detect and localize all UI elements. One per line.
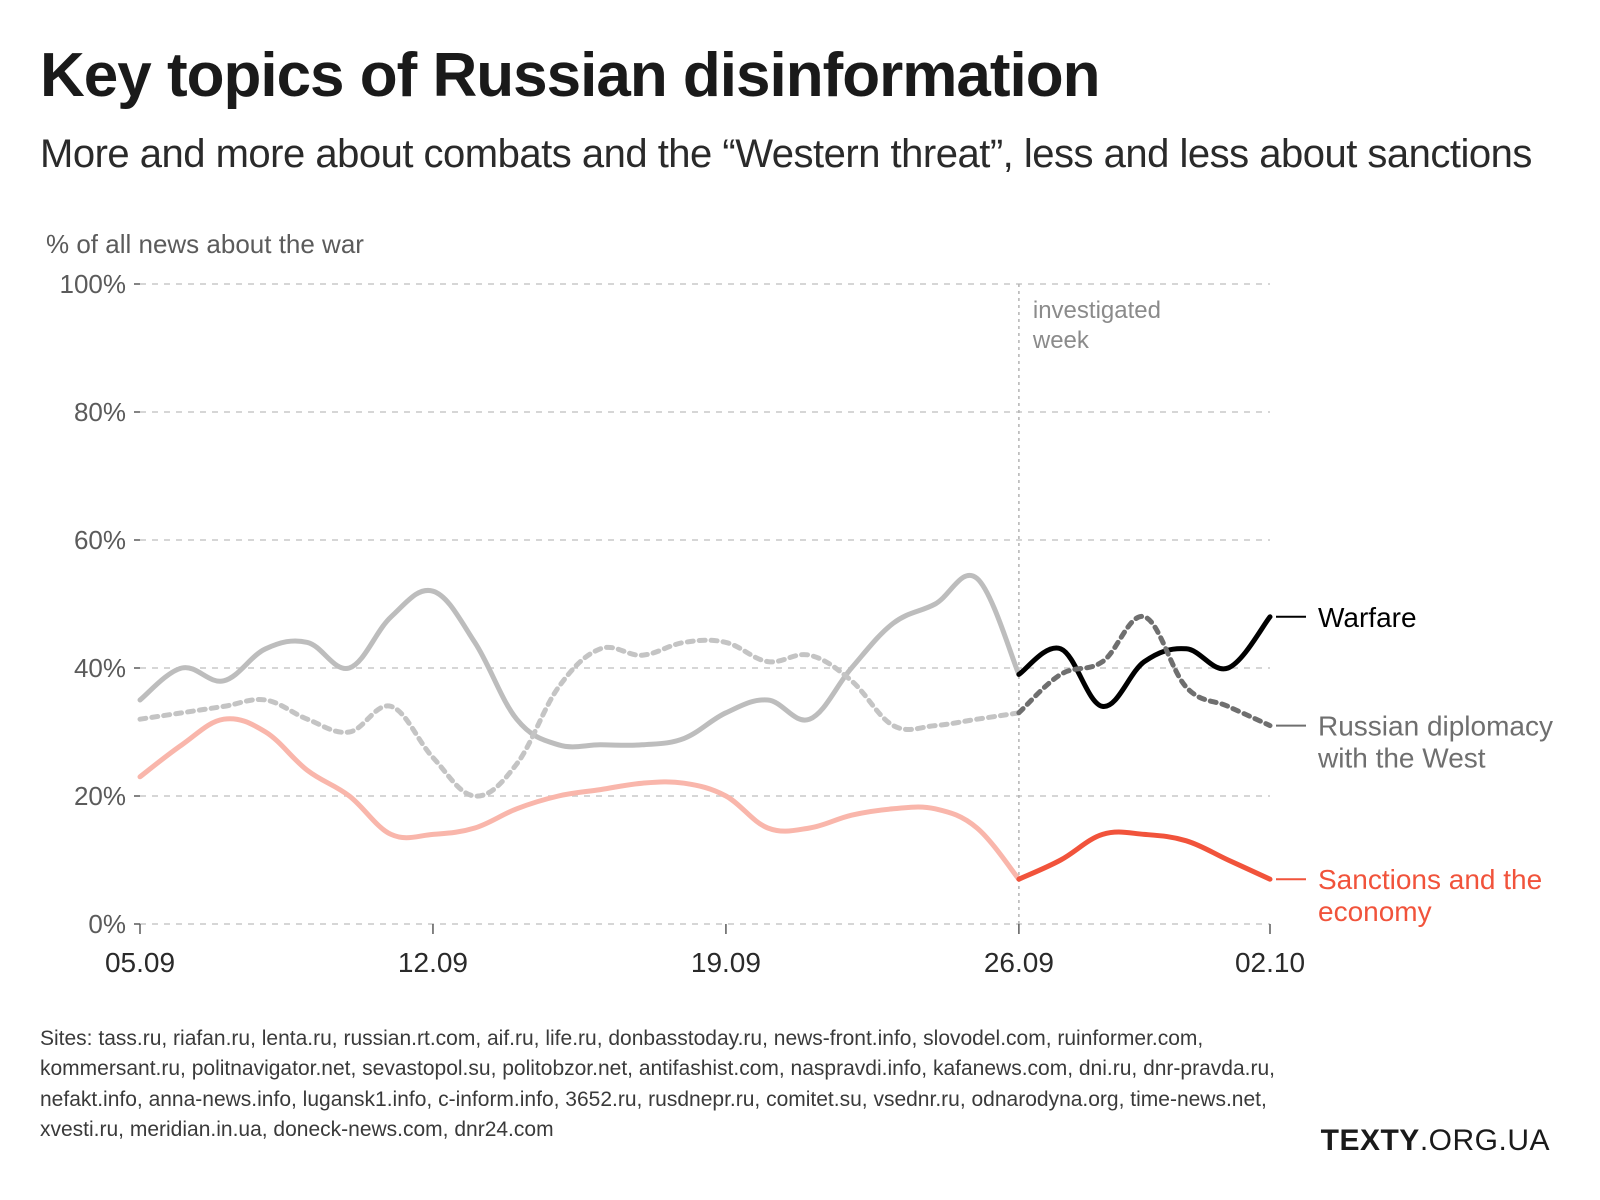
chart-svg: 0% 20% 40% 60% 80% 100% investigated week 05.09 1…	[40, 274, 1560, 994]
y-tick-label: 100%	[60, 274, 127, 299]
source-footnote: Sites: tass.ru, riafan.ru, lenta.ru, rus…	[40, 1024, 1300, 1146]
y-tick-label: 0%	[88, 909, 126, 939]
highlight-label: investigated	[1033, 297, 1161, 324]
x-tick-label: 26.09	[984, 947, 1054, 978]
highlight-label: week	[1032, 327, 1090, 354]
series-sanctions	[1019, 832, 1270, 879]
y-tick-label: 60%	[74, 525, 126, 555]
series-diplomacy-faded	[140, 640, 1019, 796]
x-tick-label: 05.09	[105, 947, 175, 978]
line-chart: 0% 20% 40% 60% 80% 100% investigated week 05.09 1…	[40, 274, 1560, 994]
brand-bold: TEXTY	[1321, 1124, 1420, 1157]
series-label-warfare: Warfare	[1318, 602, 1417, 633]
x-tick-label: 19.09	[691, 947, 761, 978]
chart-title: Key topics of Russian disinformation	[40, 40, 1560, 111]
y-tick-label: 20%	[74, 781, 126, 811]
chart-page: Key topics of Russian disinformation Mor…	[0, 0, 1600, 1200]
series-label-diplomacy: Russian diplomacy at war	[1318, 711, 1560, 742]
series-diplomacy	[1019, 616, 1270, 725]
series-warfare	[1019, 617, 1270, 707]
brand-logo: TEXTY.ORG.UA	[1321, 1124, 1550, 1158]
x-tick-label: 12.09	[398, 947, 468, 978]
y-tick-label: 40%	[74, 653, 126, 683]
series-sanctions-faded	[140, 719, 1019, 879]
x-tick-label: 02.10	[1235, 947, 1305, 978]
chart-subtitle: More and more about combats and the “Wes…	[40, 129, 1540, 179]
brand-thin: .ORG.UA	[1420, 1124, 1550, 1157]
series-label-sanctions: economy	[1318, 896, 1432, 927]
series-label-diplomacy: with the West	[1317, 743, 1486, 774]
y-axis-label: % of all news about the war	[46, 229, 1560, 260]
y-tick-label: 80%	[74, 397, 126, 427]
series-label-sanctions: Sanctions and the	[1318, 864, 1542, 895]
